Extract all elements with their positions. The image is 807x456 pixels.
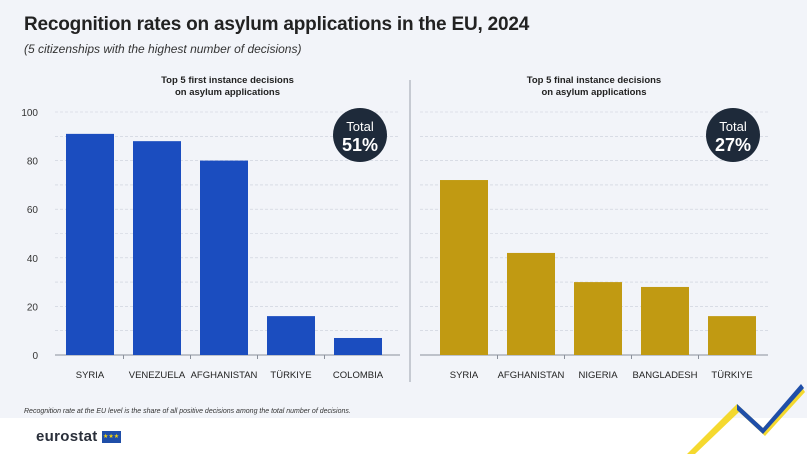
x-tick-label: SYRIA xyxy=(450,370,479,381)
x-tick-label: BANGLADESH xyxy=(633,370,698,381)
eurostat-logo: eurostat ★★★ xyxy=(36,428,121,445)
bar xyxy=(334,337,382,355)
bar xyxy=(267,316,315,355)
panel-title: Top 5 first instance decisions xyxy=(161,75,294,86)
y-tick-label: 40 xyxy=(27,254,39,265)
logo-text: eurostat xyxy=(36,428,98,445)
footnote: Recognition rate at the EU level is the … xyxy=(24,408,351,415)
total-badge-value: 51% xyxy=(342,135,378,155)
bar xyxy=(574,282,622,355)
y-tick-label: 60 xyxy=(27,205,39,216)
x-tick-label: AFGHANISTAN xyxy=(191,370,258,381)
panel-title: Top 5 final instance decisions xyxy=(527,75,661,86)
eurostat-ribbon-icon xyxy=(687,384,805,454)
bar xyxy=(440,180,488,355)
x-tick-label: VENEZUELA xyxy=(129,370,186,381)
panel-title: on asylum applications xyxy=(175,87,280,98)
total-badge xyxy=(333,108,387,162)
x-tick-label: AFGHANISTAN xyxy=(498,370,565,381)
bar xyxy=(200,160,248,355)
total-badge-label: Total xyxy=(719,119,747,134)
total-badge xyxy=(706,108,760,162)
eu-flag-icon: ★★★ xyxy=(101,430,121,443)
page-subtitle: (5 citizenships with the highest number … xyxy=(24,42,302,56)
x-tick-label: NIGERIA xyxy=(578,370,618,381)
y-tick-label: 20 xyxy=(27,302,39,313)
x-tick-label: TÜRKIYE xyxy=(711,370,752,381)
bars xyxy=(66,133,756,355)
y-tick-label: 0 xyxy=(32,351,38,362)
x-tick-label: SYRIA xyxy=(76,370,105,381)
bar xyxy=(708,316,756,355)
labels: 0 20 40 60 80 100 Top 5 first instance decisio… xyxy=(21,75,760,381)
chart-area: 0 20 40 60 80 100 Top 5 first instance decisio… xyxy=(21,75,768,382)
panel-title: on asylum applications xyxy=(541,87,646,98)
total-badge-value: 27% xyxy=(715,135,751,155)
total-badge-label: Total xyxy=(346,119,374,134)
y-tick-label: 100 xyxy=(21,108,38,119)
y-tick-label: 80 xyxy=(27,157,39,168)
x-tick-label: COLOMBIA xyxy=(333,370,384,381)
bar xyxy=(507,252,555,355)
bar xyxy=(133,141,181,355)
page-title: Recognition rates on asylum applications… xyxy=(24,14,530,35)
bar xyxy=(641,286,689,355)
x-tick-label: TÜRKIYE xyxy=(270,370,311,381)
bar xyxy=(66,133,114,355)
